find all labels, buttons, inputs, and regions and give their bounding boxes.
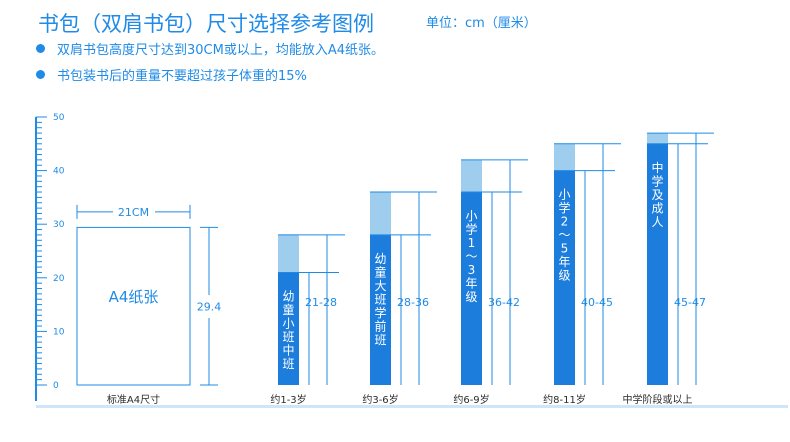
note-text: 双肩书包高度尺寸达到30CM或以上，均能放入A4纸张。 [57, 43, 384, 58]
bar-base-segment [461, 192, 482, 385]
y-tick-label: 50 [53, 113, 65, 123]
bar-range-segment [461, 159, 482, 193]
y-tick-label: 10 [53, 327, 65, 337]
range-label: 21-28 [305, 296, 337, 309]
page-title: 书包（双肩书包）尺寸选择参考图例 [38, 12, 374, 36]
range-label: 40-45 [581, 296, 613, 309]
x-category-label: 约1-3岁 [270, 393, 306, 406]
range-label: 28-36 [397, 296, 429, 309]
note-a4: 双肩书包高度尺寸达到30CM或以上，均能放入A4纸张。 [36, 39, 384, 58]
x-category-label: 约6-9岁 [453, 393, 489, 406]
bar-group-label: 中学及成人 [651, 160, 663, 229]
bar-group-label: 小学 2 ～ 5 年级 [558, 188, 570, 283]
x-category-label: 标准A4尺寸 [107, 393, 160, 406]
bar-range-segment [647, 133, 668, 144]
a4-height-label: 29.4 [197, 301, 222, 314]
a4-width-label: 21CM [118, 206, 149, 219]
a4-paper [76, 226, 191, 386]
baseline [36, 405, 788, 408]
note-text: 书包装书后的重量不要超过孩子体重的15% [57, 69, 307, 84]
y-tick-label: 20 [53, 274, 65, 284]
bar-base-segment [278, 272, 299, 385]
bar-base-segment [554, 170, 575, 385]
bar-group-label: 小学 1 ～ 3 年级 [465, 209, 477, 304]
x-category-label: 约8-11岁 [543, 393, 586, 406]
unit-label: 单位：cm（厘米） [426, 16, 537, 31]
a4-paper-label: A4纸张 [109, 288, 159, 306]
bar-base-segment [370, 234, 391, 385]
note-weight: 书包装书后的重量不要超过孩子体重的15% [36, 65, 307, 84]
x-category-label: 约3-6岁 [362, 393, 398, 406]
bar-range-segment [554, 143, 575, 171]
range-label: 36-42 [488, 296, 520, 309]
range-label: 45-47 [674, 296, 706, 309]
bar-range-segment [278, 234, 299, 273]
bullet-dot-icon [36, 70, 45, 79]
bar-base-segment [647, 143, 668, 385]
bar-group-label: 幼童小班中班 [282, 289, 294, 371]
y-tick-label: 0 [53, 381, 59, 391]
x-category-label: 中学阶段或以上 [623, 393, 693, 406]
bar-range-segment [370, 192, 391, 235]
bullet-dot-icon [36, 44, 45, 53]
y-tick-label: 30 [53, 220, 65, 230]
bar-group-label: 幼童大班学前班 [374, 252, 386, 347]
y-tick-label: 40 [53, 167, 65, 177]
